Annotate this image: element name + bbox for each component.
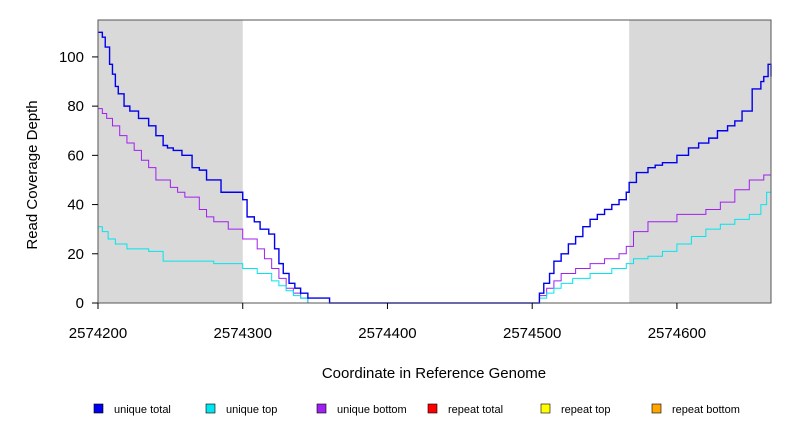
x-tick-label-4: 2574600 [648,325,706,342]
x-tick-label-0: 2574200 [69,325,127,342]
y-tick-label-1: 20 [67,246,84,263]
legend-label-unique-total: unique total [114,404,171,416]
x-axis-title: Coordinate in Reference Genome [322,365,546,382]
legend-label-unique-top: unique top [226,404,277,416]
shaded-regions [98,20,771,303]
legend-swatch-repeat-top [540,403,551,414]
legend-label-repeat-top: repeat top [561,404,611,416]
y-tick-label-4: 80 [67,98,84,115]
legend: unique total unique top unique bottom repea… [93,403,740,416]
legend-swatch-repeat-bottom [651,403,662,414]
legend-label-repeat-bottom: repeat bottom [672,404,740,416]
series-line-unique-top [98,191,772,304]
x-tick-label-3: 2574500 [503,325,561,342]
legend-label-unique-bottom: unique bottom [337,404,407,416]
y-tick-label-2: 40 [67,197,84,214]
y-axis: 0 20 40 60 80 100 [59,49,98,312]
legend-label-repeat-total: repeat total [448,404,503,416]
shaded-region-1 [629,20,771,303]
y-tick-label-3: 60 [67,147,84,164]
x-tick-label-2: 2574400 [358,325,416,342]
series-line-unique-bottom [98,108,772,304]
shaded-region-0 [98,20,243,303]
legend-swatch-unique-top [205,403,216,414]
plot-frame [97,19,772,304]
legend-swatch-repeat-total [427,403,438,414]
y-axis-title: Read Coverage Depth [24,100,41,249]
y-tick-label-0: 0 [76,295,84,312]
x-axis: 2574200 2574300 2574400 2574500 2574600 [69,303,706,342]
y-tick-label-5: 100 [59,49,84,66]
legend-swatch-unique-bottom [316,403,327,414]
legend-swatch-unique-total [93,403,104,414]
x-tick-label-1: 2574300 [214,325,272,342]
